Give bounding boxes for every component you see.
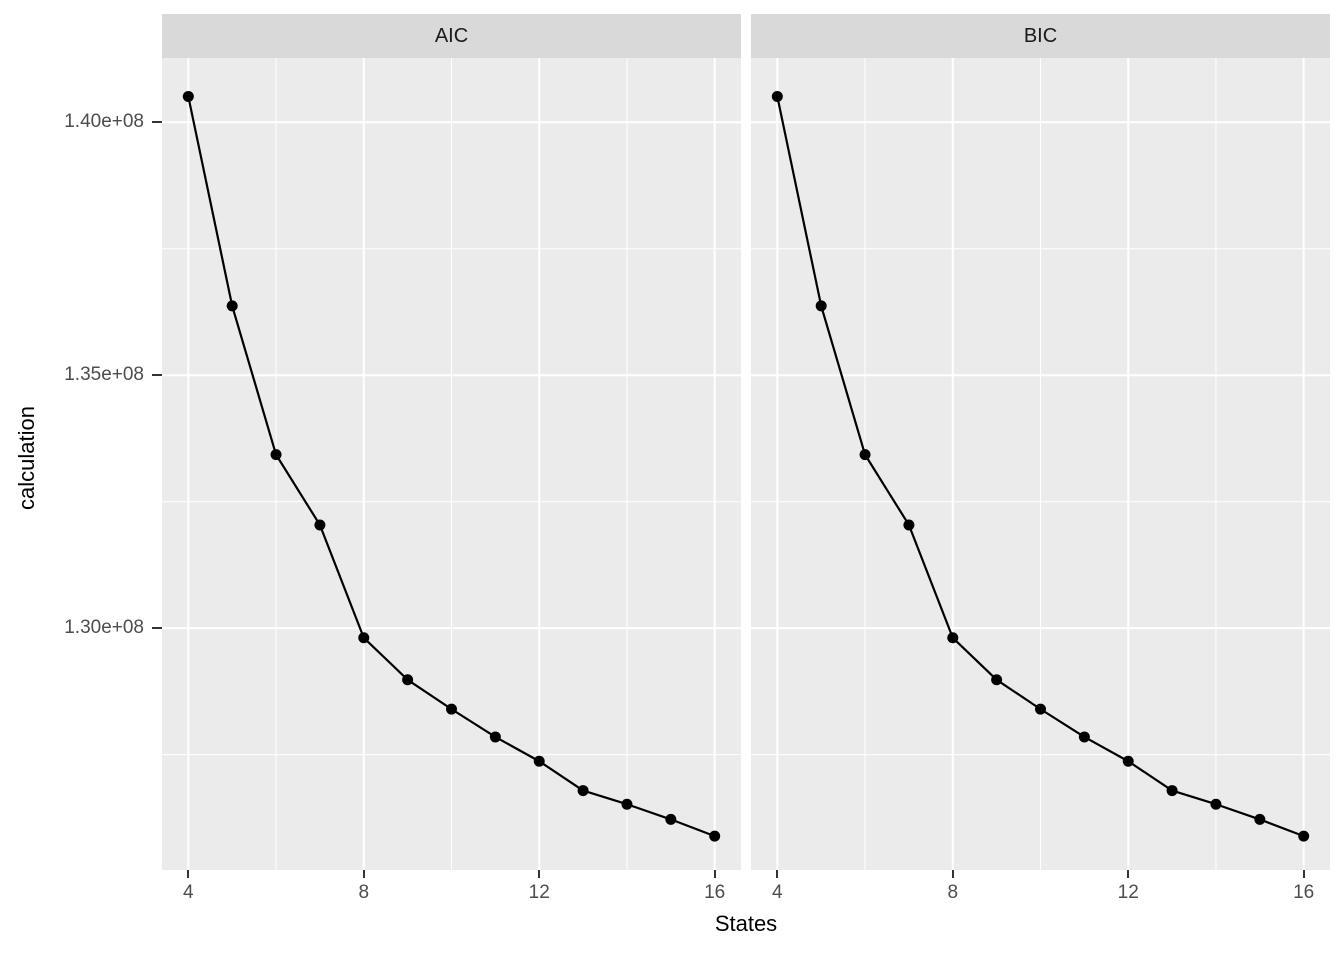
facet-strip-label-aic: AIC: [434, 24, 469, 47]
x-tick-mark: [538, 870, 541, 878]
data-point-bic-7: [903, 519, 915, 531]
y-axis-title: calculation: [14, 406, 39, 510]
data-point-bic-14: [1210, 798, 1222, 810]
data-point-aic-12: [533, 755, 545, 767]
data-point-aic-8: [358, 632, 370, 644]
data-point-bic-9: [991, 674, 1003, 686]
data-point-bic-10: [1035, 703, 1046, 715]
x-tick-label: 12: [1117, 882, 1139, 903]
data-point-aic-11: [489, 731, 501, 743]
data-point-bic-16: [1298, 830, 1310, 842]
x-tick-label: 16: [704, 882, 726, 903]
x-tick-label: 4: [772, 882, 783, 903]
x-tick-mark: [713, 870, 716, 878]
y-tick-mark: [152, 374, 162, 377]
x-tick-mark: [1127, 870, 1130, 878]
facet-strip-bic: BIC: [751, 14, 1330, 58]
data-point-aic-7: [314, 519, 326, 531]
data-point-aic-10: [446, 703, 457, 715]
data-point-aic-5: [226, 300, 238, 312]
x-tick-label: 8: [358, 882, 370, 903]
data-point-aic-14: [621, 798, 633, 810]
data-point-aic-13: [577, 785, 589, 797]
data-point-bic-8: [947, 632, 959, 644]
x-axis-title: States: [714, 911, 778, 936]
panel-bic: [751, 58, 1330, 870]
x-tick-mark: [1302, 870, 1305, 878]
facet-strip-label-bic: BIC: [1023, 24, 1058, 47]
data-point-aic-4: [182, 90, 194, 102]
y-tick-label: 1.35e+08: [64, 364, 144, 386]
x-tick-mark: [187, 870, 190, 878]
x-tick-label: 8: [947, 882, 959, 903]
data-point-bic-15: [1254, 813, 1266, 825]
data-point-bic-13: [1166, 785, 1178, 797]
data-point-aic-9: [402, 674, 414, 686]
y-tick-mark: [152, 627, 162, 630]
x-tick-label: 4: [183, 882, 194, 903]
x-tick-mark: [362, 870, 365, 878]
data-point-bic-5: [815, 300, 827, 312]
x-tick-label: 16: [1293, 882, 1315, 903]
facet-strip-aic: AIC: [162, 14, 741, 58]
data-point-bic-11: [1078, 731, 1090, 743]
data-point-aic-15: [665, 813, 677, 825]
x-tick-label: 12: [528, 882, 550, 903]
x-tick-mark: [951, 870, 954, 878]
panel-aic: [162, 58, 741, 870]
y-tick-mark: [152, 121, 162, 124]
data-point-bic-6: [859, 449, 871, 461]
data-point-aic-16: [709, 830, 721, 842]
data-point-bic-12: [1122, 755, 1134, 767]
data-point-bic-4: [771, 90, 783, 102]
y-tick-label: 1.40e+08: [64, 111, 144, 133]
x-tick-mark: [776, 870, 779, 878]
y-tick-label: 1.30e+08: [64, 617, 144, 639]
data-point-aic-6: [270, 449, 282, 461]
